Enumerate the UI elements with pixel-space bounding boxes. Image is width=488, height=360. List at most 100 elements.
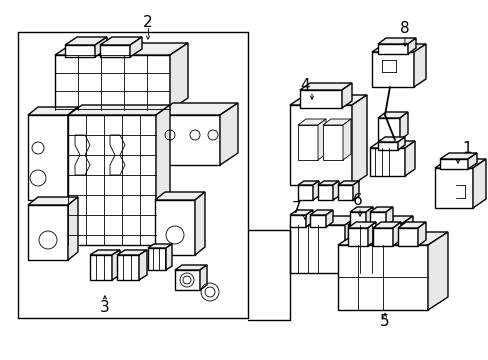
Polygon shape — [68, 197, 78, 260]
Polygon shape — [337, 232, 447, 245]
Text: 8: 8 — [399, 21, 409, 36]
Polygon shape — [323, 125, 342, 160]
Polygon shape — [365, 207, 372, 226]
Polygon shape — [417, 222, 425, 246]
Polygon shape — [399, 112, 407, 140]
Polygon shape — [377, 112, 407, 118]
Polygon shape — [372, 228, 392, 246]
Polygon shape — [347, 228, 367, 246]
Polygon shape — [110, 135, 125, 175]
Polygon shape — [68, 105, 170, 115]
Polygon shape — [220, 103, 238, 165]
Polygon shape — [90, 255, 112, 280]
Polygon shape — [349, 207, 372, 212]
Polygon shape — [377, 44, 407, 54]
Polygon shape — [352, 181, 358, 200]
Polygon shape — [472, 159, 485, 208]
Polygon shape — [299, 90, 341, 108]
Polygon shape — [385, 207, 392, 226]
Polygon shape — [369, 212, 385, 226]
Polygon shape — [28, 197, 78, 205]
Polygon shape — [377, 118, 399, 140]
Polygon shape — [28, 107, 78, 115]
Polygon shape — [413, 44, 425, 87]
Polygon shape — [156, 105, 170, 245]
Polygon shape — [28, 205, 68, 260]
Polygon shape — [347, 222, 375, 228]
Polygon shape — [312, 181, 318, 200]
Polygon shape — [170, 43, 187, 110]
Polygon shape — [371, 44, 425, 52]
Polygon shape — [397, 137, 404, 150]
Polygon shape — [95, 37, 107, 57]
Polygon shape — [305, 210, 312, 227]
Polygon shape — [68, 115, 156, 245]
Polygon shape — [397, 228, 417, 246]
Text: 1: 1 — [461, 140, 471, 156]
Polygon shape — [439, 159, 467, 169]
Polygon shape — [195, 192, 204, 255]
Polygon shape — [117, 255, 139, 280]
Polygon shape — [345, 216, 357, 273]
Polygon shape — [377, 137, 404, 142]
Text: 3: 3 — [100, 301, 110, 315]
Polygon shape — [342, 119, 350, 160]
Text: 2: 2 — [143, 14, 153, 30]
Polygon shape — [90, 250, 120, 255]
Polygon shape — [148, 244, 172, 248]
Polygon shape — [297, 185, 312, 200]
Polygon shape — [349, 212, 365, 226]
Polygon shape — [377, 38, 415, 44]
Polygon shape — [130, 37, 142, 57]
Polygon shape — [372, 222, 400, 228]
Polygon shape — [337, 245, 427, 310]
Polygon shape — [392, 222, 400, 246]
Polygon shape — [434, 159, 485, 168]
Polygon shape — [139, 250, 147, 280]
Polygon shape — [289, 225, 345, 273]
Polygon shape — [317, 181, 338, 185]
Polygon shape — [299, 83, 351, 90]
Polygon shape — [297, 119, 325, 125]
Polygon shape — [404, 141, 414, 176]
Polygon shape — [309, 215, 325, 227]
Polygon shape — [289, 95, 366, 105]
Polygon shape — [427, 232, 447, 310]
Text: 7: 7 — [292, 201, 301, 216]
Polygon shape — [467, 153, 476, 169]
Polygon shape — [325, 210, 332, 227]
Text: 4: 4 — [300, 77, 309, 93]
Polygon shape — [55, 55, 170, 110]
Polygon shape — [369, 148, 404, 176]
Polygon shape — [165, 244, 172, 270]
Polygon shape — [323, 119, 350, 125]
Polygon shape — [155, 103, 238, 115]
Polygon shape — [100, 45, 130, 57]
Polygon shape — [28, 115, 68, 200]
Text: 6: 6 — [352, 193, 362, 207]
Polygon shape — [367, 222, 375, 246]
Polygon shape — [112, 250, 120, 280]
Polygon shape — [200, 265, 206, 290]
Polygon shape — [337, 181, 358, 185]
Polygon shape — [148, 248, 165, 270]
Polygon shape — [65, 45, 95, 57]
Polygon shape — [369, 207, 392, 212]
Text: 5: 5 — [379, 315, 389, 329]
Polygon shape — [399, 216, 412, 273]
Polygon shape — [297, 181, 318, 185]
Polygon shape — [347, 225, 399, 273]
Polygon shape — [439, 153, 476, 159]
Polygon shape — [100, 37, 142, 45]
Polygon shape — [175, 270, 200, 290]
Polygon shape — [407, 38, 415, 54]
Polygon shape — [155, 115, 220, 165]
Polygon shape — [337, 185, 352, 200]
Polygon shape — [377, 142, 397, 150]
Polygon shape — [351, 95, 366, 185]
Polygon shape — [332, 181, 338, 200]
Polygon shape — [317, 185, 332, 200]
Polygon shape — [289, 215, 305, 227]
Polygon shape — [55, 43, 187, 55]
Polygon shape — [371, 52, 413, 87]
